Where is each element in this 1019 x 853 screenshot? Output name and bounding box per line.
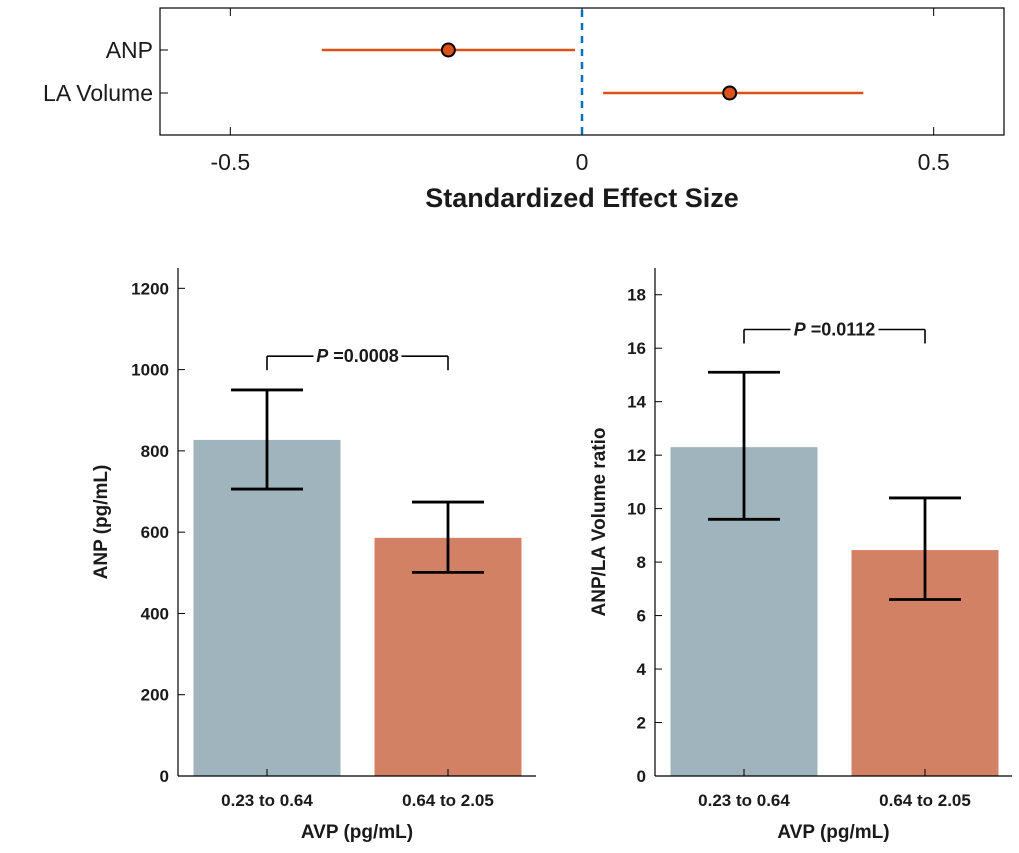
forest-plot: -0.5 0 0.5 ANP LA Volume Standardized Effect …: [43, 7, 1005, 213]
p-value-text: =0.0112: [806, 319, 876, 339]
y-tick-label: 2: [637, 714, 646, 733]
y-tick-label: 1200: [131, 279, 169, 298]
x-axis-label: Standardized Effect Size: [425, 183, 739, 213]
p-value-label: P =0.0112: [794, 319, 876, 339]
p-value-label: P =0.0008: [316, 346, 399, 366]
x-tick-label: 0.64 to 2.05: [402, 791, 494, 810]
category-label: LA Volume: [43, 80, 153, 106]
estimate-point: [722, 85, 738, 101]
y-tick-label: 0: [637, 767, 646, 786]
y-tick-label: 400: [141, 604, 169, 623]
bar: [193, 439, 341, 776]
x-tick-label: 0: [576, 149, 589, 175]
y-tick-label: 800: [141, 442, 169, 461]
x-tick-label: 0.64 to 2.05: [879, 791, 971, 810]
x-tick-label: 0.5: [918, 149, 950, 175]
y-tick-label: 16: [627, 339, 646, 358]
x-tick-label: 0.23 to 0.64: [221, 791, 313, 810]
y-tick-label: 8: [637, 553, 646, 572]
y-axis-label: ANP/LA Volume ratio: [589, 428, 610, 617]
y-tick-label: 10: [627, 500, 646, 519]
y-tick-label: 1000: [131, 361, 169, 380]
y-tick-label: 18: [627, 286, 646, 305]
y-tick-label: 200: [141, 686, 169, 705]
x-tick-label: 0.23 to 0.64: [698, 791, 790, 810]
y-tick-label: 6: [637, 607, 646, 626]
p-value-prefix: P: [794, 319, 807, 339]
x-axis-label: AVP (pg/mL): [777, 822, 889, 843]
x-axis-label: AVP (pg/mL): [301, 822, 413, 843]
p-value-text: =0.0008: [328, 346, 399, 366]
p-value-prefix: P: [316, 346, 329, 366]
y-tick-label: 12: [627, 446, 646, 465]
y-axis-label: ANP (pg/mL): [91, 465, 112, 580]
x-tick-label: -0.5: [211, 149, 251, 175]
estimate-point: [440, 42, 456, 58]
category-label: ANP: [106, 37, 153, 63]
bar: [374, 537, 522, 776]
y-tick-label: 4: [637, 660, 647, 679]
y-tick-label: 14: [627, 393, 646, 412]
y-tick-label: 600: [141, 523, 169, 542]
ratio-bar-chart: 0 2 4 6 8 10 12 14 16 18 0.23 to 0.64 0.64 to 2.05 P…: [589, 268, 1012, 843]
anp-bar-chart: 0 200 400 600 800 1000 1200 0.23 to 0.64 0.64 to…: [91, 268, 536, 843]
y-tick-label: 0: [160, 767, 169, 786]
